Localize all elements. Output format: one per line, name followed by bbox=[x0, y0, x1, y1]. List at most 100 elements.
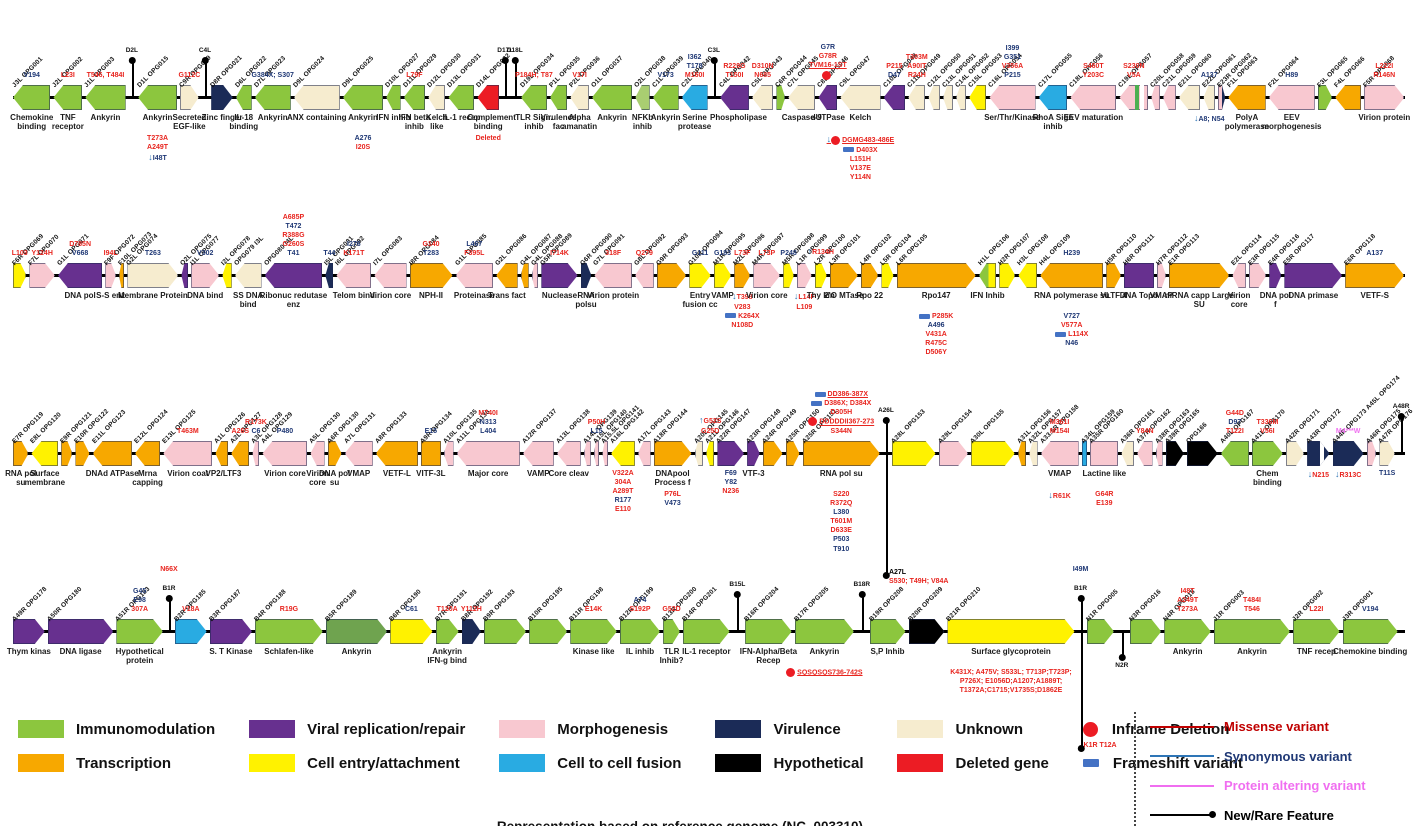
gene-a38r-opg163: A38R OPG163 bbox=[1154, 356, 1191, 534]
gene-function-label: Surface membrane bbox=[24, 469, 66, 488]
variant-label-top: A249T bbox=[1177, 596, 1199, 604]
variant-label-top: Q279 bbox=[635, 249, 653, 257]
gene-j3r-opg001: J3R OPG001 Chemokine binding V194 bbox=[1333, 534, 1407, 712]
variant-label-top: P215 bbox=[886, 62, 903, 70]
gene-l4r-opg102: L4R OPG102 Rpo 22 bbox=[856, 178, 893, 356]
gene-n3r-opg016: N3R OPG016 bbox=[1128, 534, 1162, 712]
gene-arrow bbox=[881, 263, 893, 288]
gene-function-label: Virion core bbox=[264, 469, 306, 478]
gene-function-label: Telom bind bbox=[332, 291, 375, 300]
pin-label: C3L bbox=[707, 47, 720, 54]
gene-c12l-opg050: C12L OPG050 bbox=[927, 0, 963, 178]
variant-label-top: DD386-387X bbox=[789, 390, 894, 399]
gene-arrow bbox=[310, 441, 325, 466]
gene-function-label: DNA pol f bbox=[1259, 291, 1291, 310]
gene-function-label: VETF-L bbox=[382, 469, 411, 478]
pin-label: D2L bbox=[125, 47, 138, 54]
variant-label-top: R146N bbox=[1373, 71, 1396, 79]
gene-e11l-opg123: E11L OPG123 DNAd ATPase bbox=[86, 356, 139, 534]
gene-j2r-opg002: J2R OPG002 TNF recep L22I bbox=[1291, 534, 1340, 712]
gene-e8l-opg120: E8L OPG120 Surface membrane bbox=[25, 356, 65, 534]
pin-variant: S530; T49H; V84A bbox=[888, 578, 949, 586]
pin-label: C4L bbox=[198, 47, 212, 54]
gene-o2l-opg075: O2L OPG075 bbox=[179, 178, 214, 356]
variant-label-bottom: ↓R61K bbox=[1048, 490, 1071, 500]
gene-arrow bbox=[57, 263, 103, 288]
variant-label-bottom: D506Y bbox=[925, 349, 947, 357]
variant-label-top: F395L bbox=[464, 249, 485, 257]
gene-function-label: DNA Topo bbox=[1119, 291, 1158, 300]
gene-c15l-opg053: C15L OPG053 bbox=[967, 0, 1004, 178]
variant-label-top: G111 bbox=[691, 249, 709, 257]
variant-label-top: I94L bbox=[103, 249, 118, 257]
gene-arrow bbox=[797, 263, 812, 288]
gene-n1r-opg005: N1R OPG005 bbox=[1085, 534, 1119, 712]
gene-function-label: DNApool Process f bbox=[654, 469, 691, 488]
gene-a43r-opg172: A43R OPG172 ↓N215 bbox=[1305, 356, 1342, 534]
gene-arrow bbox=[31, 441, 59, 466]
gene-arrow bbox=[1155, 441, 1163, 466]
gene-arrow bbox=[105, 263, 116, 288]
gene-a2l-opg127: A2L OPG127 A26S bbox=[229, 356, 263, 534]
gene-a32l-opg157: A32L OPG157 bbox=[1027, 356, 1064, 534]
variant-label-top: R388G bbox=[282, 231, 305, 239]
gene-b9r-opg193: B9R OPG193 bbox=[482, 534, 526, 712]
gene-function-label: Rpo 22 bbox=[856, 291, 884, 300]
gene-e12l-opg124: E12L OPG124 Mrna capping bbox=[132, 356, 169, 534]
gene-opg079-i3l: OPG079 I3L SS DNA bind bbox=[233, 178, 265, 356]
variant-label-top: V173 bbox=[657, 71, 674, 79]
legend-item: Transcription bbox=[18, 754, 215, 772]
gene-arrow bbox=[1268, 85, 1315, 110]
gene-function-label: dUTPase bbox=[810, 113, 845, 122]
gene-arrow bbox=[989, 85, 1036, 110]
gene-arrow bbox=[971, 441, 1015, 466]
gene-function-label: Ankyrin bbox=[1172, 647, 1203, 656]
gene-a44r-opg173-a45l-opg174: A44R OPG173 A45L OPG174 M4***W ↓R313C bbox=[1331, 356, 1402, 534]
variant-label-top: G78R bbox=[818, 53, 837, 61]
pin-label: A48R bbox=[1392, 403, 1410, 410]
variant-line-sample bbox=[1150, 725, 1214, 728]
variant-label-top: V356A bbox=[1001, 62, 1024, 70]
variant-label-top: C6 bbox=[251, 427, 261, 435]
variant-label-top: R24H bbox=[907, 71, 926, 79]
gene-e3r-opg115: E3R OPG115 bbox=[1247, 178, 1281, 356]
gene-c10l-opg048: C10L OPG048 P215 D47 bbox=[882, 0, 918, 178]
gene-c2l-opg040: C2L OPG040 Serine protease I362 T178 M160I bbox=[678, 0, 714, 178]
gene-arrow bbox=[1166, 441, 1184, 466]
gene-arrow bbox=[264, 263, 323, 288]
variant-type-row: Missense variant bbox=[1150, 719, 1408, 734]
genome-row-1: J3L OPG001 Chemokine binding V194 J2L OPG00… bbox=[7, 0, 1411, 181]
frameshift-icon bbox=[725, 313, 737, 319]
gene-function-label: TNF recep bbox=[1296, 647, 1336, 656]
gene-arrow bbox=[1119, 85, 1149, 110]
gene-arrow bbox=[235, 85, 252, 110]
gene-function-label: VITF-3L bbox=[416, 469, 446, 478]
gene-arrow bbox=[1343, 619, 1398, 644]
gene-e10r-opg122: E10R OPG122 bbox=[74, 356, 111, 534]
gene-function-label: Lactine like bbox=[1082, 469, 1127, 478]
variant-label-top: R229G bbox=[723, 62, 746, 70]
gene-j1r-opg003: J1R OPG003 Ankyrin T484I T546 bbox=[1212, 534, 1290, 712]
variant-label-bottom: L151H bbox=[849, 155, 871, 163]
gene-a6r-opg130: A6R OPG130 DNA pol su bbox=[319, 356, 360, 534]
variant-label-bottom: T1372A;C1715;V1735S;D1862E bbox=[959, 687, 1063, 695]
gene-arrow bbox=[1137, 441, 1153, 466]
variant-label-top: T41 bbox=[287, 249, 300, 257]
gene-function-label: Virion protein bbox=[587, 291, 640, 300]
frameshift-icon bbox=[811, 400, 823, 406]
gene-arrow bbox=[455, 263, 494, 288]
gene-function-label: VMAP bbox=[1048, 469, 1072, 478]
gene-band bbox=[1140, 85, 1145, 110]
gene-l5r-opg104: L5R OPG104 bbox=[880, 178, 914, 356]
variant-label-bottom: K431X; A475V; S533L; T713P;T723P; bbox=[950, 669, 1072, 676]
gene-h2r-opg107: H2R OPG107 bbox=[997, 178, 1032, 356]
gene-arrow bbox=[635, 85, 650, 110]
gene-function-label: IFN inhib bbox=[376, 113, 411, 122]
variant-label-top: T273A bbox=[1177, 605, 1199, 613]
gene-arrow bbox=[663, 619, 680, 644]
variant-label-bottom: F69 bbox=[724, 470, 737, 477]
variant-label-top: V194 bbox=[23, 71, 40, 79]
gene-name-label: A28L OPG153 bbox=[890, 408, 927, 445]
gene-arrow bbox=[1333, 441, 1364, 466]
gene-a17l-opg143: A17L OPG143 bbox=[636, 356, 673, 534]
